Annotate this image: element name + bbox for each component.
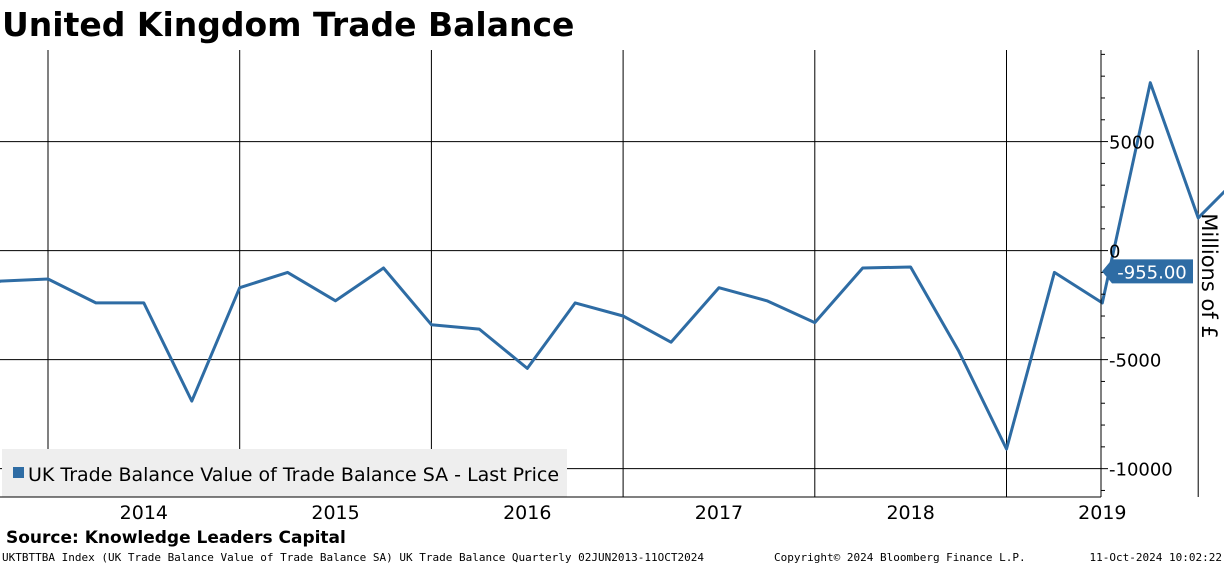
y-axis-label: Millions of £ <box>1197 213 1221 339</box>
chart-title: United Kingdom Trade Balance <box>2 5 574 44</box>
y-tick-label: -10000 <box>1109 460 1173 481</box>
last-price-marker: -955.00 <box>1102 259 1193 284</box>
series-line-group <box>0 81 1224 451</box>
x-tick-labels: 2014201520162017201820192020202120222023… <box>120 502 1127 524</box>
legend: UK Trade Balance Value of Trade Balance … <box>2 449 567 497</box>
x-tick-label: 2014 <box>120 502 168 524</box>
x-tick-label: 2019 <box>1078 502 1126 524</box>
footer-copyright: Copyright© 2024 Bloomberg Finance L.P. <box>774 551 1026 564</box>
legend-box <box>2 449 567 497</box>
axes <box>0 50 1108 498</box>
last-price-tag <box>1102 259 1193 284</box>
x-tick-label: 2018 <box>886 502 934 524</box>
legend-label: UK Trade Balance Value of Trade Balance … <box>28 464 559 486</box>
y-tick-label: -5000 <box>1109 351 1161 372</box>
y-tick-label: 5000 <box>1109 133 1155 154</box>
legend-swatch <box>13 467 24 478</box>
footer-left: UKTBTTBA Index (UK Trade Balance Value o… <box>2 551 704 564</box>
y-tick-label: 0 <box>1109 242 1120 263</box>
series-line <box>0 81 1224 451</box>
y-tick-labels: 5000 0 -5000 -10000 <box>1109 133 1173 481</box>
x-tick-label: 2016 <box>503 502 551 524</box>
x-tick-label: 2017 <box>695 502 743 524</box>
grid <box>0 50 1199 497</box>
footer-timestamp: 11-Oct-2024 10:02:22 <box>1090 551 1222 564</box>
source-note: Source: Knowledge Leaders Capital <box>6 528 346 548</box>
x-tick-label: 2015 <box>311 502 359 524</box>
plot-area: UK Trade Balance Value of Trade Balance … <box>0 50 1224 524</box>
last-price-label: -955.00 <box>1117 262 1186 283</box>
